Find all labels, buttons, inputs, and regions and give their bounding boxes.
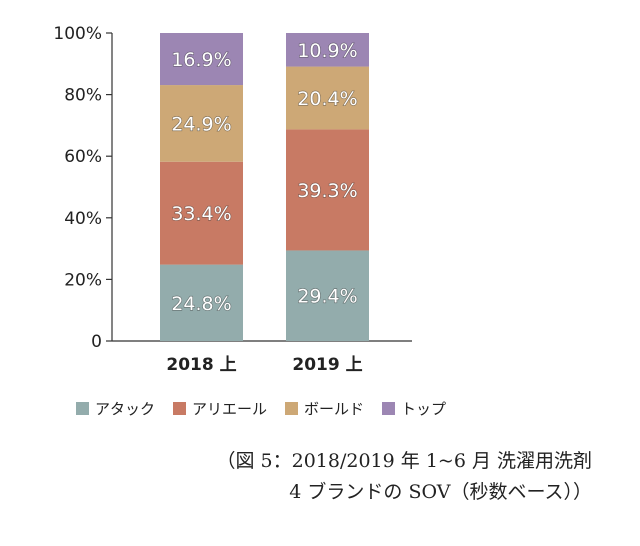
data-label: 29.4% (297, 286, 357, 308)
data-label: 16.9% (171, 49, 231, 71)
legend-swatch (76, 402, 89, 415)
bar-segment (160, 264, 243, 341)
y-tick-label: 0 (91, 332, 102, 352)
legend-item: ボールド (285, 398, 364, 419)
legend-label: ボールド (304, 400, 365, 418)
legend-label: トップ (401, 400, 447, 418)
caption-line-2: 4 ブランドの SOV（秒数ベース）） (289, 481, 592, 503)
legend-swatch (285, 402, 299, 415)
bar-segment (286, 250, 369, 341)
legend-label: アリエール (192, 400, 268, 418)
legend-label: アタック (95, 400, 156, 418)
bar-segment (286, 129, 369, 251)
legend-item: アリエール (173, 398, 267, 419)
data-label: 24.9% (171, 113, 231, 135)
y-tick-label: 40% (64, 209, 102, 229)
data-label: 20.4% (297, 88, 357, 110)
figure-caption: （図 5：2018/2019 年 1~6 月 洗濯用洗剤 4 ブランドの SOV… (72, 446, 593, 508)
x-category-label: 2019 上 (292, 355, 362, 375)
caption-line-1: （図 5：2018/2019 年 1~6 月 洗濯用洗剤 (216, 450, 593, 472)
legend-item: アタック (76, 398, 155, 419)
bar-segment (160, 85, 243, 162)
legend: アタック アリエール ボールド トップ (76, 398, 464, 419)
y-tick-label: 20% (64, 270, 102, 290)
y-tick-label: 80% (64, 86, 102, 106)
legend-swatch (173, 402, 187, 415)
data-label: 39.3% (297, 180, 357, 202)
y-tick-label: 60% (64, 147, 102, 167)
bar-segment (160, 161, 243, 265)
legend-swatch (382, 402, 396, 415)
data-label: 10.9% (297, 40, 357, 62)
legend-item: トップ (382, 398, 446, 419)
data-label: 33.4% (171, 203, 231, 225)
y-tick-label: 100% (53, 24, 102, 44)
data-label: 24.8% (171, 293, 231, 315)
stacked-bar-chart: 0 20% 40% 60% 80% 100% 24.8% 33.4% 24.9% 16.9% 201… (53, 24, 412, 375)
bar-segment (286, 33, 369, 67)
x-category-label: 2018 上 (166, 355, 236, 375)
bar-segment (286, 66, 369, 130)
bar-segment (160, 33, 243, 86)
